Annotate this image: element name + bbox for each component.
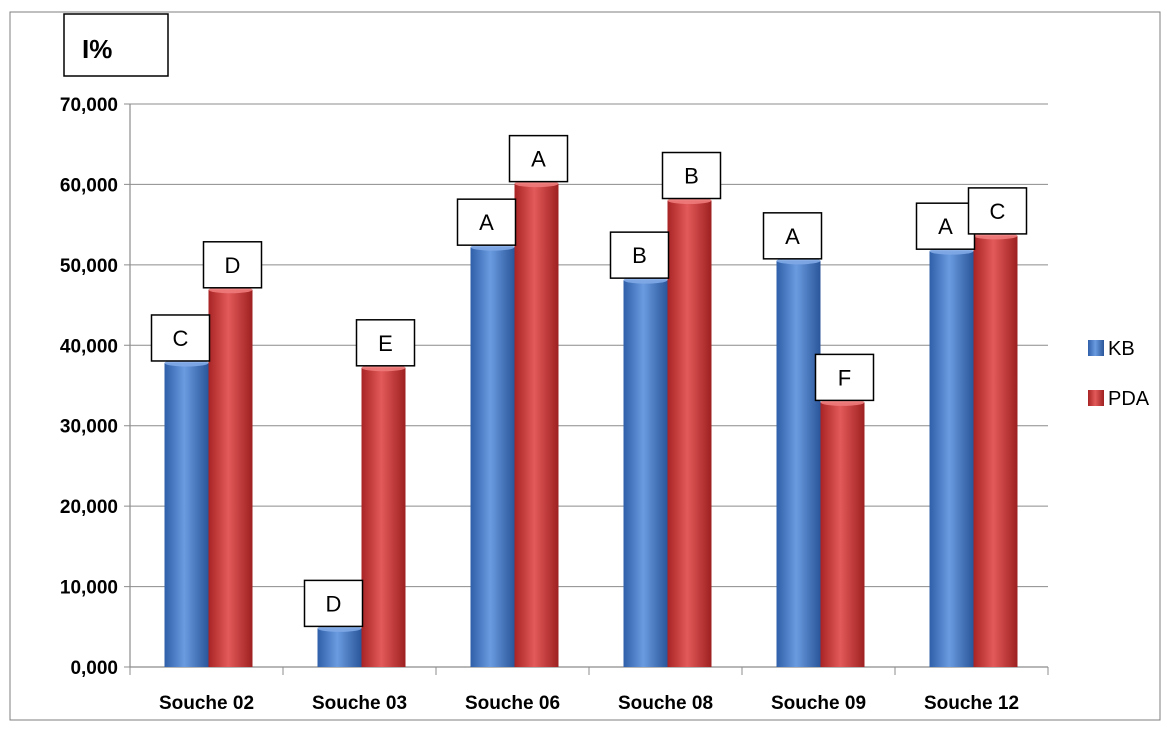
svg-text:A: A — [479, 210, 494, 235]
y-tick-label: 50,000 — [60, 256, 118, 277]
bar-pda — [361, 367, 406, 667]
letter-label-pda: C — [967, 187, 1028, 235]
svg-text:C: C — [990, 199, 1006, 224]
bar-kb — [623, 280, 668, 667]
letter-labels: C D A B A A D E A B F C — [150, 134, 1028, 628]
x-tick-label: Souche 03 — [312, 693, 407, 714]
svg-text:A: A — [938, 214, 953, 239]
x-tick-label: Souche 12 — [924, 693, 1019, 714]
bar-pda — [208, 289, 253, 667]
x-tick-label: Souche 09 — [771, 693, 866, 714]
y-tick-label: 70,000 — [60, 95, 118, 116]
y-unit-box: I% — [63, 13, 169, 77]
bar-kb — [317, 628, 362, 667]
bar-pda — [973, 235, 1018, 667]
svg-text:A: A — [785, 224, 800, 249]
legend-swatch-pda — [1088, 390, 1104, 406]
bars — [164, 180, 1018, 668]
outer-border — [9, 11, 1161, 721]
bar-pda — [514, 183, 559, 668]
y-tick-label: 60,000 — [60, 175, 118, 196]
y-unit-label: I% — [82, 34, 112, 64]
letter-label-kb: D — [303, 579, 364, 628]
svg-text:A: A — [531, 147, 546, 172]
bar-pda — [820, 402, 865, 667]
letter-label-pda: B — [661, 151, 722, 200]
letter-label-kb: C — [150, 314, 211, 362]
bar-kb — [164, 362, 209, 667]
legend-label-pda: PDA — [1108, 388, 1150, 410]
legend-swatch-kb — [1088, 340, 1104, 356]
svg-text:C: C — [173, 326, 189, 351]
legend-label-kb: KB — [1108, 338, 1135, 360]
svg-text:B: B — [632, 243, 647, 268]
bar-pda — [667, 200, 712, 667]
x-tick-label: Souche 02 — [159, 693, 254, 714]
svg-text:B: B — [684, 164, 699, 189]
svg-text:D: D — [326, 591, 342, 616]
letter-label-kb: B — [609, 231, 670, 279]
y-tick-label: 0,000 — [70, 658, 118, 679]
axes: 0,000 10,000 20,000 30,000 40,000 50,000 60,00… — [60, 95, 1049, 714]
y-tick-label: 30,000 — [60, 417, 118, 438]
x-tick-label: Souche 08 — [618, 693, 713, 714]
bar-kb — [470, 247, 515, 668]
bar-kb — [929, 251, 974, 668]
letter-label-pda: F — [814, 353, 875, 402]
svg-text:F: F — [838, 365, 851, 390]
letter-label-kb: A — [456, 198, 517, 246]
x-tick-label: Souche 06 — [465, 693, 560, 714]
grid-lines — [124, 103, 1048, 668]
y-tick-label: 10,000 — [60, 578, 118, 599]
letter-label-pda: D — [202, 241, 263, 289]
letter-label-kb: A — [762, 212, 823, 260]
bar-kb — [776, 260, 821, 667]
letter-label-pda: E — [355, 319, 416, 367]
svg-text:D: D — [225, 253, 241, 278]
svg-text:E: E — [378, 331, 393, 356]
legend: KB PDA — [1088, 338, 1150, 410]
letter-label-kb: A — [915, 202, 976, 250]
y-tick-label: 40,000 — [60, 336, 118, 357]
letter-label-pda: A — [508, 134, 569, 183]
y-tick-label: 20,000 — [60, 497, 118, 518]
